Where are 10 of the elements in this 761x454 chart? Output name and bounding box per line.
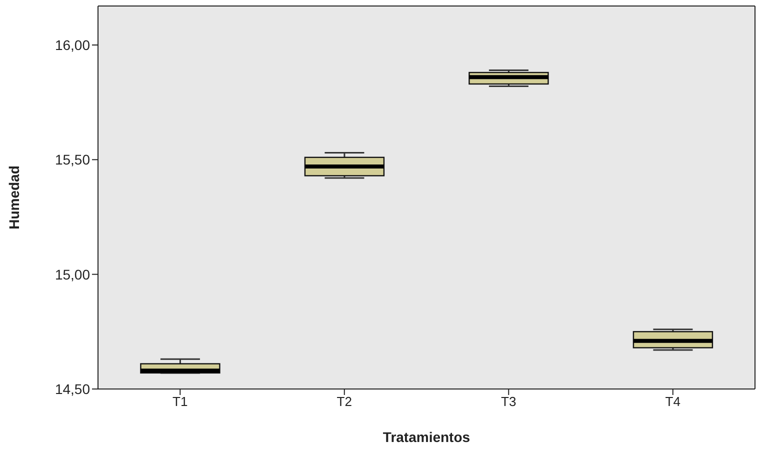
y-tick-label: 15,50 <box>54 152 90 168</box>
y-tick-label: 14,50 <box>54 380 90 397</box>
x-tick-label: T2 <box>336 394 352 410</box>
y-tick-label: 15,00 <box>54 266 90 282</box>
y-tick-label: 16,00 <box>54 36 90 53</box>
x-tick-label: T1 <box>172 394 188 410</box>
x-tick-label: T4 <box>665 394 680 410</box>
x-tick-label: T3 <box>501 394 516 410</box>
x-axis-title: Tratamientos <box>382 429 470 445</box>
y-axis-title: Humedad <box>6 166 22 230</box>
